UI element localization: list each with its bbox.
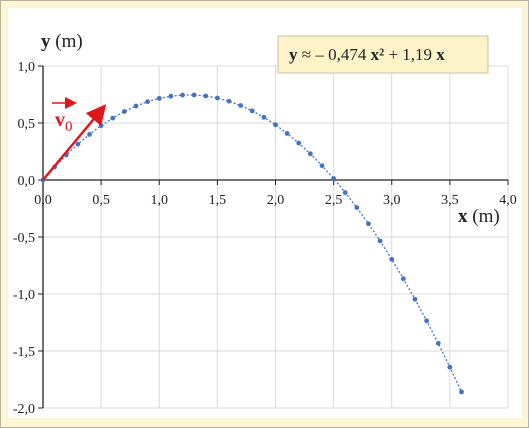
data-point — [389, 256, 395, 262]
data-point — [133, 103, 139, 109]
vector-sub: 0 — [65, 119, 73, 135]
x-tick-label: 4,0 — [499, 193, 517, 208]
y-tick-label: 1,0 — [18, 60, 36, 75]
x-tick-label: 0,5 — [92, 193, 110, 208]
data-point — [435, 340, 441, 346]
data-point — [156, 95, 162, 101]
data-point — [307, 151, 313, 157]
y-tick-label: -2,0 — [13, 402, 35, 417]
x-tick-label: 3,0 — [383, 193, 401, 208]
data-point — [87, 132, 92, 137]
x-axis-label: x (m) — [458, 206, 500, 227]
axes: 0,0 0,5 1,0 1,5 2,0 2,5 3,0 3,5 4,0 -2,0 -1,5 -1,0 -… — [13, 60, 517, 417]
data-point — [273, 122, 278, 128]
data-point — [319, 163, 325, 169]
x-tick-label: 2,5 — [325, 193, 343, 208]
plot-background — [8, 8, 521, 418]
data-point — [98, 123, 104, 129]
data-point — [459, 389, 464, 395]
text-part: + 1,19 — [384, 45, 436, 64]
data-point — [203, 93, 209, 99]
data-point — [110, 115, 116, 121]
data-point — [226, 98, 232, 104]
data-point — [412, 296, 418, 302]
vector-main: v — [55, 109, 65, 131]
data-point — [342, 190, 348, 195]
data-point — [75, 141, 81, 147]
data-point — [191, 92, 197, 98]
data-point — [296, 140, 302, 146]
data-point — [400, 276, 406, 282]
data-point — [145, 99, 151, 105]
y-tick-label: 0,5 — [18, 117, 36, 132]
y-tick-label: -1,5 — [13, 345, 35, 360]
y-tick-label: -0,5 — [13, 231, 35, 246]
data-point — [238, 103, 244, 108]
text-part: x² — [371, 45, 385, 64]
vector-label: v0 — [55, 109, 73, 135]
text-part: (m) — [468, 206, 500, 227]
velocity-arrow — [42, 104, 107, 181]
data-point — [377, 238, 383, 244]
data-point — [214, 95, 220, 101]
data-point — [168, 93, 174, 99]
data-point — [284, 130, 290, 136]
text-part: ≈ – 0,474 — [298, 45, 371, 64]
data-point — [180, 92, 185, 98]
data-point — [121, 109, 127, 114]
equation-box — [277, 35, 489, 74]
text-part: x — [436, 45, 445, 64]
text-part: y — [41, 31, 51, 52]
text-part: (m) — [51, 31, 83, 52]
data-point — [261, 114, 267, 120]
y-tick-label: -1,0 — [13, 288, 35, 303]
data-point — [447, 364, 453, 370]
equation: y ≈ – 0,474 x² + 1,19 x — [289, 45, 445, 64]
text-part: y — [289, 45, 298, 64]
x-tick-label: 2,0 — [267, 193, 285, 208]
x-tick-label: 3,5 — [441, 193, 459, 208]
y-tick-label: 0,0 — [18, 174, 36, 189]
y-axis-label: y (m) — [41, 31, 83, 52]
x-tick-label: 1,0 — [151, 193, 169, 208]
marks — [40, 92, 464, 395]
data-point — [424, 318, 430, 324]
data-point — [249, 108, 255, 114]
text-part: x — [458, 206, 468, 227]
data-point — [354, 205, 360, 210]
data-point — [331, 176, 337, 181]
x-tick-label: 1,5 — [209, 193, 227, 208]
data-point — [366, 221, 371, 227]
